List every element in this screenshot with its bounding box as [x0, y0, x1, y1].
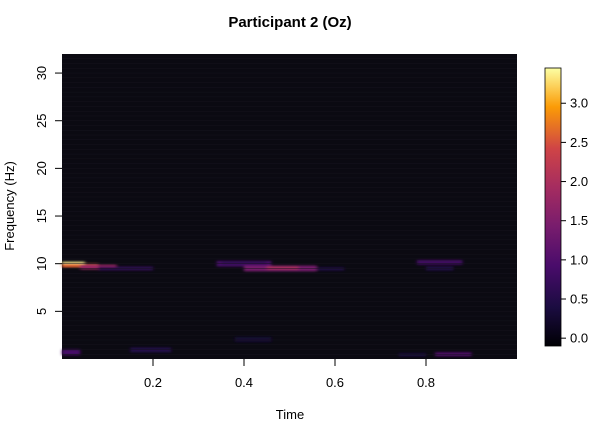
colorbar-ticks: 0.0 0.5 1.0 1.5 2.0 2.5 3.0	[561, 96, 588, 346]
hotspot-5	[130, 347, 172, 353]
y-axis-label: Frequency (Hz)	[2, 161, 17, 251]
hotspot-9	[316, 267, 345, 271]
hotspot-2	[80, 264, 117, 270]
colorbar-tick-label: 1.0	[570, 252, 588, 267]
y-axis: 5 10 15 20 25 30	[34, 66, 62, 315]
colorbar-tick-label: 1.5	[570, 213, 588, 228]
frequency-row-lines	[62, 58, 517, 355]
x-tick-label: 0.2	[144, 375, 162, 390]
colorbar-tick-label: 2.5	[570, 135, 588, 150]
x-axis: 0.2 0.4 0.6 0.8	[144, 359, 435, 390]
colorbar-tick-label: 2.0	[570, 174, 588, 189]
hotspot-8	[266, 266, 299, 270]
x-tick-label: 0.4	[235, 375, 253, 390]
y-tick-label: 30	[34, 66, 49, 80]
y-tick-label: 25	[34, 113, 49, 127]
y-tick-label: 20	[34, 161, 49, 175]
y-tick-label: 15	[34, 209, 49, 223]
hotspot-4	[62, 349, 81, 356]
y-tick-label: 10	[34, 256, 49, 270]
colorbar-tick-label: 0.5	[570, 292, 588, 307]
x-tick-label: 0.6	[326, 375, 344, 390]
hotspot-14	[398, 353, 426, 357]
colorbar-tick-label: 3.0	[570, 96, 588, 111]
colorbar	[544, 67, 562, 347]
y-tick-label: 5	[34, 308, 49, 315]
colorbar-tick-label: 0.0	[570, 331, 588, 346]
x-axis-label: Time	[276, 407, 304, 422]
hotspot-15	[234, 337, 272, 342]
x-tick-label: 0.8	[417, 375, 435, 390]
hotspot-10	[221, 260, 267, 265]
hotspot-11	[416, 259, 463, 265]
chart-title: Participant 2 (Oz)	[228, 14, 351, 31]
